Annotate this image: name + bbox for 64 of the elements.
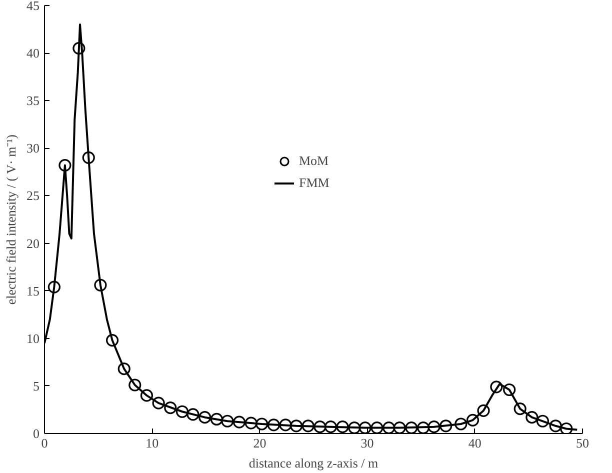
y-tick-label: 20 [26,236,40,251]
point [210,412,223,426]
point [549,420,562,432]
point [279,418,292,432]
x-axis-title: distance along z-axis / m [248,456,378,470]
point [152,396,165,410]
point [106,334,119,347]
y-tick-label: 5 [33,378,40,394]
point [358,422,372,434]
x-tick-label: 30 [360,436,374,450]
y-tick-label: 10 [26,330,40,346]
point [348,422,361,434]
point [416,422,430,434]
point [466,414,480,426]
point [164,402,177,414]
point [514,402,526,416]
point [48,280,60,294]
y-tick-label: 25 [26,188,40,204]
point [428,420,440,434]
point [393,422,406,434]
y-tick-label: 30 [26,140,40,156]
point [128,378,142,392]
point [370,422,384,434]
point [477,404,490,417]
point [198,411,212,424]
point [382,422,396,434]
point [405,422,418,434]
point [440,420,452,432]
point [526,411,538,424]
point [140,389,154,402]
x-tick-label: 50 [576,436,589,450]
point [118,362,130,376]
point [336,420,349,434]
x-tick-label: 20 [253,436,266,450]
x-tick-label: 40 [468,436,482,450]
point [244,416,258,430]
point [186,408,200,421]
y-axis-title: electric field intensity / ( V· m⁻¹) [4,134,18,305]
point [72,42,86,55]
point [290,420,303,432]
point [503,383,516,396]
point [560,422,573,434]
point [82,151,95,164]
point [324,420,338,434]
point [176,405,189,418]
point [267,418,280,432]
point [232,416,246,428]
point [490,380,503,394]
y-tick-label: 40 [26,46,40,61]
point [221,414,234,428]
point [302,420,314,432]
point [314,420,326,434]
point [94,278,107,292]
y-tick-label: 0 [33,426,40,441]
y-tick-label: 35 [26,93,40,108]
point [58,159,72,172]
point [536,414,549,428]
y-tick-label: 15 [26,283,40,298]
point [454,418,468,430]
point [256,418,268,430]
legend-label: MoM [299,153,329,169]
legend-label: FMM [299,175,330,191]
y-tick-label: 45 [26,0,40,13]
x-tick-label: 10 [146,436,159,450]
